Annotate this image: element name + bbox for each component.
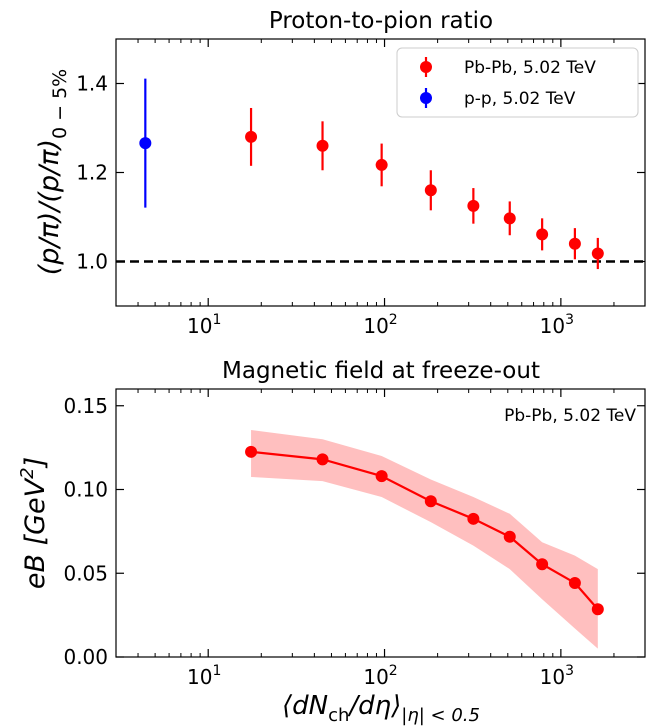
- top-panel-y-axis-label: (p/π)/(p/π)0 − 5%: [34, 69, 71, 275]
- top-series0-point: [503, 212, 516, 225]
- bottom-series-point: [591, 603, 604, 616]
- bottom-y-tick-label: 0.05: [63, 561, 108, 585]
- bottom-series-point: [467, 512, 480, 525]
- top-ylabel-main: (p/π)/(p/π): [34, 139, 65, 275]
- top-x-tick-label: 102: [363, 312, 397, 338]
- xlabel-b: /dη⟩: [347, 691, 401, 721]
- legend-box: [396, 47, 639, 118]
- top-panel-title: Proton-to-pion ratio: [269, 8, 493, 34]
- bottom-series-point: [375, 470, 388, 483]
- top-x-tick-label: 101: [187, 312, 221, 338]
- bottom-ylabel-sup: 2: [17, 467, 38, 478]
- legend-marker-1: [420, 92, 432, 104]
- bottom-uncertainty-band: [251, 430, 598, 649]
- bottom-panel-title: Magnetic field at freeze-out: [222, 358, 540, 384]
- top-plot-area: 101 102 103 1.0 1.2 1.4 Pb-Pb, 5.02 TeV p-p, 5.…: [76, 38, 646, 338]
- xlabel-sub1: ch: [328, 705, 349, 726]
- bottom-series-point: [503, 530, 516, 543]
- top-series0-point: [424, 184, 437, 197]
- bottom-panel-y-axis-label: eB [GeV2]: [17, 457, 51, 589]
- top-y-tick-label: 1.0: [76, 250, 108, 274]
- top-series1-point: [139, 137, 152, 150]
- bottom-y-tick-label: 0.10: [63, 478, 108, 502]
- bottom-y-tick-label: 0.00: [63, 645, 108, 669]
- bottom-series-point: [245, 445, 258, 458]
- legend-label-0: Pb-Pb, 5.02 TeV: [464, 58, 596, 78]
- bottom-series-point: [316, 453, 329, 466]
- top-plot-frame: [115, 38, 646, 307]
- top-ylabel-sub: 0 − 5%: [49, 69, 71, 139]
- top-y-tick-label: 1.2: [76, 161, 108, 185]
- top-series0-point: [536, 228, 549, 241]
- top-series0-point: [467, 199, 480, 212]
- bottom-x-tick-label: 101: [187, 663, 221, 689]
- top-series0-point: [591, 247, 604, 260]
- bottom-series-point: [424, 495, 437, 508]
- xlabel-a: ⟨dN: [282, 691, 328, 721]
- bottom-ylabel-end: ]: [20, 457, 51, 470]
- bottom-plot-frame: [115, 388, 646, 658]
- bottom-y-tick-label: 0.15: [63, 394, 108, 418]
- bottom-series-point: [536, 558, 549, 571]
- top-series0-point: [245, 130, 258, 143]
- bottom-x-tick-label: 102: [363, 663, 397, 689]
- top-x-tick-label: 103: [540, 312, 574, 338]
- bottom-panel-annotation: Pb-Pb, 5.02 TeV: [504, 406, 636, 426]
- bottom-series-point: [568, 576, 581, 589]
- legend-label-1: p-p, 5.02 TeV: [464, 89, 576, 109]
- legend-marker-0: [420, 61, 432, 73]
- bottom-plot-area: 101 102 103 0.00 0.05 0.10 0.15: [63, 388, 646, 689]
- top-series0-point: [568, 237, 581, 250]
- bottom-panel-x-axis-label: ⟨dNch/dη⟩|η| < 0.5: [282, 691, 480, 726]
- top-series0-point: [316, 139, 329, 152]
- bottom-ylabel-main: eB [GeV: [20, 476, 51, 589]
- xlabel-sub2: |η| < 0.5: [401, 705, 480, 726]
- top-y-tick-label: 1.4: [76, 72, 108, 96]
- top-series0-point: [375, 158, 388, 171]
- bottom-x-tick-label: 103: [540, 663, 574, 689]
